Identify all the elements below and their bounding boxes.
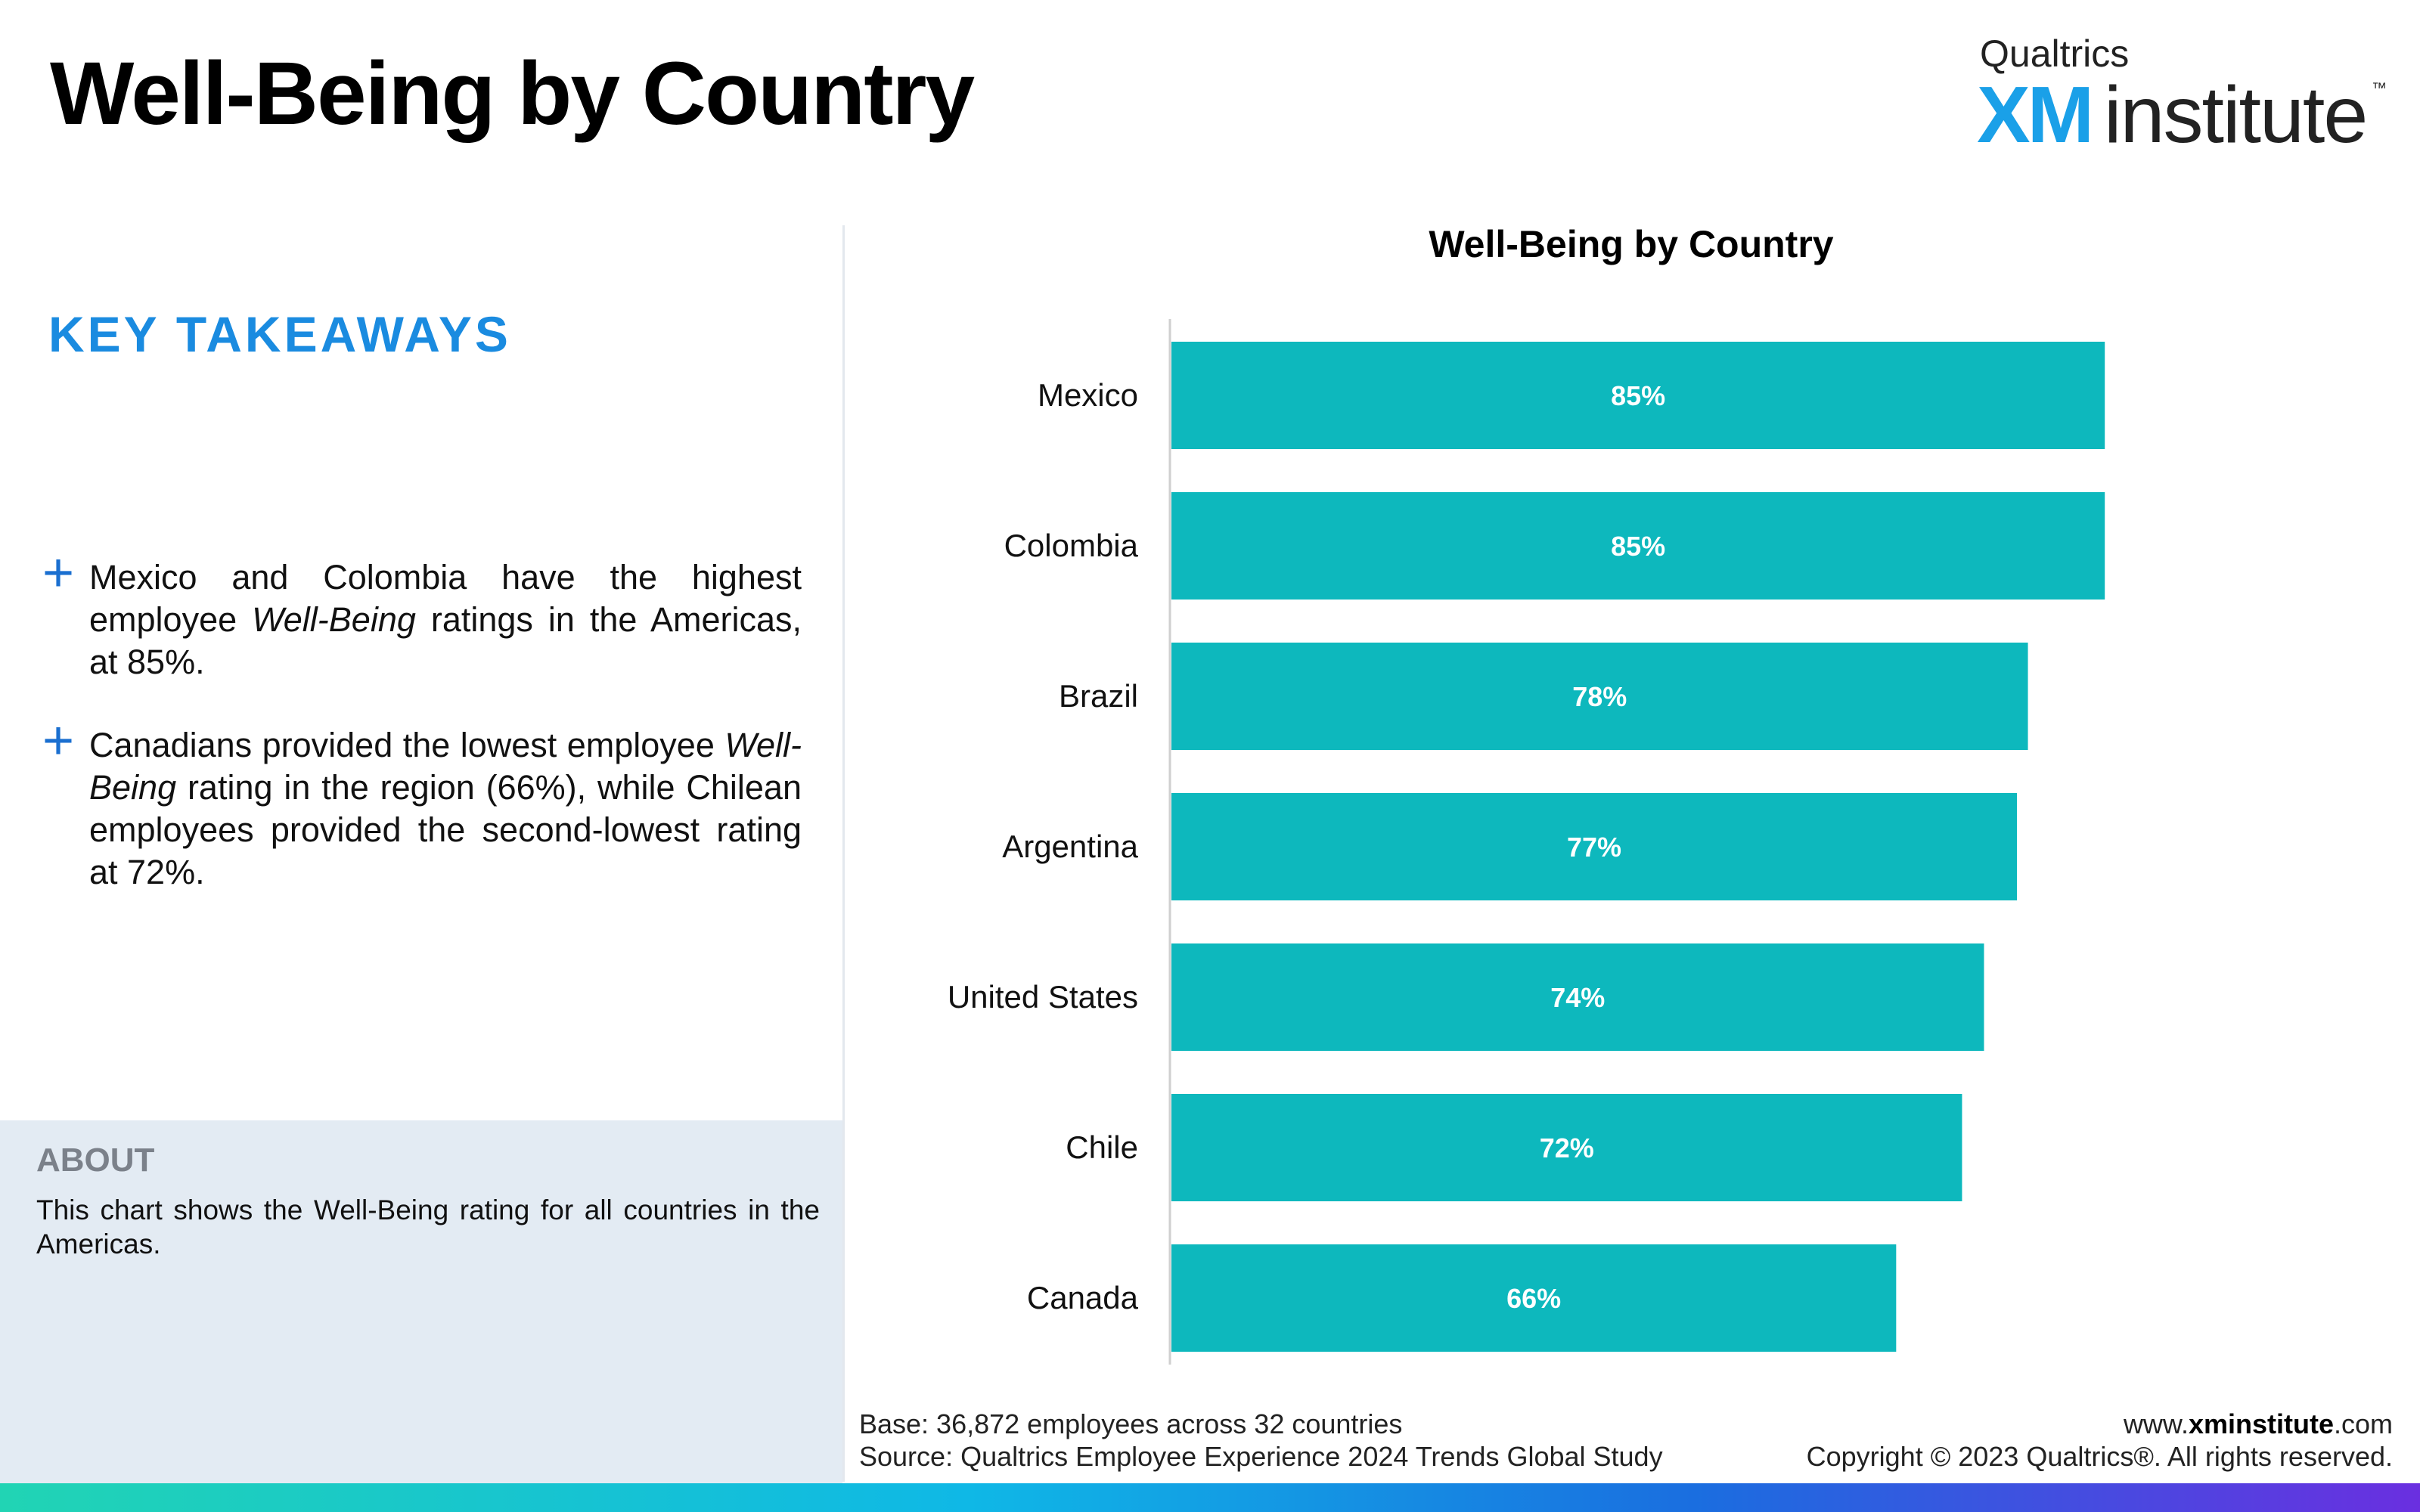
takeaway-text: Canadians provided the lowest employee W… [89,726,802,891]
logo-xm-text: XM [1977,70,2094,161]
vertical-divider [842,225,845,1482]
bar-value-label: 85% [1611,531,1665,562]
category-label: Colombia [1004,528,1139,563]
category-label: Canada [1027,1280,1139,1315]
bar-chile [1171,1094,1962,1201]
bar-colombia [1171,492,2105,600]
logo-trademark: ™ [2372,80,2387,97]
category-label: Argentina [1002,829,1138,864]
copyright-text: Copyright © 2023 Qualtrics®. All rights … [1806,1441,2393,1472]
footer-right: www.xminstitute.com Copyright © 2023 Qua… [1807,1408,2393,1473]
bar-value-label: 77% [1567,832,1621,863]
chart-title: Well-Being by Country [1429,223,1833,265]
plus-icon: + [42,543,75,603]
bars-layer: Mexico 85% Colombia 85% Brazil 78% Argentina 77… [948,319,2105,1365]
bar-value-label: 74% [1550,982,1605,1013]
plus-icon: + [42,711,75,771]
category-label: United States [948,979,1138,1015]
base-note: Base: 36,872 employees across 32 countri… [859,1408,1403,1439]
well-being-bar-chart: Well-Being by Country Mexico 85% Colombia 8… [948,223,2105,1365]
category-label: Mexico [1038,377,1138,413]
bar-value-label: 72% [1540,1132,1594,1163]
bar-brazil [1171,643,2028,750]
takeaway-item: + Mexico and Colombia have the highest e… [42,546,802,683]
category-label: Brazil [1059,678,1138,714]
footer-notes: Base: 36,872 employees across 32 countri… [859,1408,1663,1473]
bar-value-label: 85% [1611,380,1665,411]
bar-mexico [1171,342,2105,449]
logo-qualtrics-text: Qualtrics [1980,33,2130,75]
logo-xm-letters: XM [1977,70,2094,160]
source-note: Source: Qualtrics Employee Experience 20… [859,1441,1663,1472]
bottom-gradient-strip [0,1483,2420,1512]
bar-united-states [1171,943,1984,1051]
page-title: Well-Being by Country [50,44,975,144]
logo-institute-text: institute [2104,70,2368,160]
bar-canada [1171,1244,1897,1352]
website-link[interactable]: www.xminstitute.com [2123,1408,2393,1439]
about-text: This chart shows the Well-Being rating f… [36,1194,820,1259]
bar-argentina [1171,793,2018,900]
bar-value-label: 78% [1572,681,1627,712]
category-label: Chile [1066,1129,1138,1165]
key-takeaways-heading: KEY TAKEAWAYS [48,306,511,362]
takeaway-item: + Canadians provided the lowest employee… [42,714,802,894]
takeaway-text: Mexico and Colombia have the highest emp… [89,558,802,681]
about-title: ABOUT [36,1142,155,1179]
bar-value-label: 66% [1506,1283,1561,1314]
qualtrics-xm-institute-logo: Qualtrics XM institute ™ [1977,30,2387,160]
about-panel: ABOUT This chart shows the Well-Being ra… [0,1120,842,1483]
